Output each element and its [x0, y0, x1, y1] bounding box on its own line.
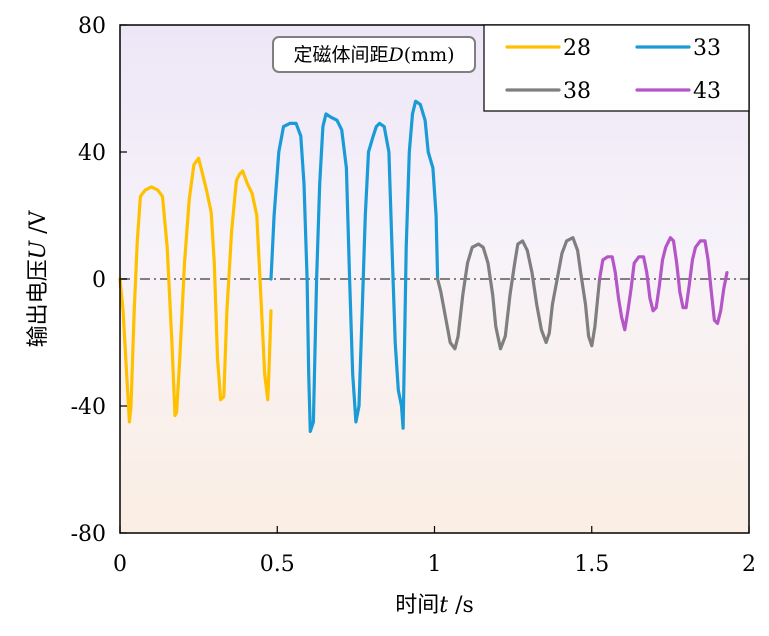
x-axis-title-prefix: 时间 — [395, 593, 439, 618]
y-axis-title: 输出电压U /V — [26, 209, 51, 347]
x-tick-label: 1.5 — [574, 552, 609, 577]
legend-label-33: 33 — [693, 36, 721, 61]
plot-frame — [119, 24, 750, 534]
series-line-28 — [118, 156, 273, 424]
x-axis-title-unit: /s — [448, 593, 474, 618]
legend-label-28: 28 — [563, 36, 591, 61]
x-axis-title-var: t — [439, 593, 448, 618]
annotation-frame — [272, 36, 476, 73]
series-line-33 — [269, 99, 440, 433]
annotation-suffix: (mm) — [404, 44, 455, 66]
legend: 28 33 38 43 — [483, 24, 750, 112]
annotation-prefix: 定磁体间距 — [293, 44, 388, 66]
y-tick-label: 80 — [78, 14, 106, 39]
x-tick-label: 1 — [428, 552, 442, 577]
x-tick-label: 0.5 — [260, 552, 295, 577]
y-tick-label: 0 — [92, 268, 106, 293]
y-tick-label: -80 — [71, 522, 106, 547]
series-line-43 — [598, 236, 729, 332]
legend-label-43: 43 — [693, 79, 721, 104]
legend-frame — [483, 24, 750, 112]
annotation-text: 定磁体间距D(mm) — [293, 44, 454, 66]
y-axis-title-var: U — [26, 239, 51, 259]
x-axis-title: 时间t /s — [395, 593, 474, 618]
y-axis-title-unit: /V — [26, 209, 51, 240]
y-axis-title-prefix: 输出电压 — [26, 259, 51, 347]
x-tick-label: 0 — [113, 552, 127, 577]
series-line-38 — [436, 236, 602, 351]
y-tick-label: 40 — [78, 141, 106, 166]
x-tick-label: 2 — [742, 552, 756, 577]
annotation-var: D — [387, 44, 403, 66]
legend-label-38: 38 — [563, 79, 591, 104]
y-tick-label: -40 — [71, 395, 106, 420]
annotation-box: 定磁体间距D(mm) — [272, 36, 476, 73]
